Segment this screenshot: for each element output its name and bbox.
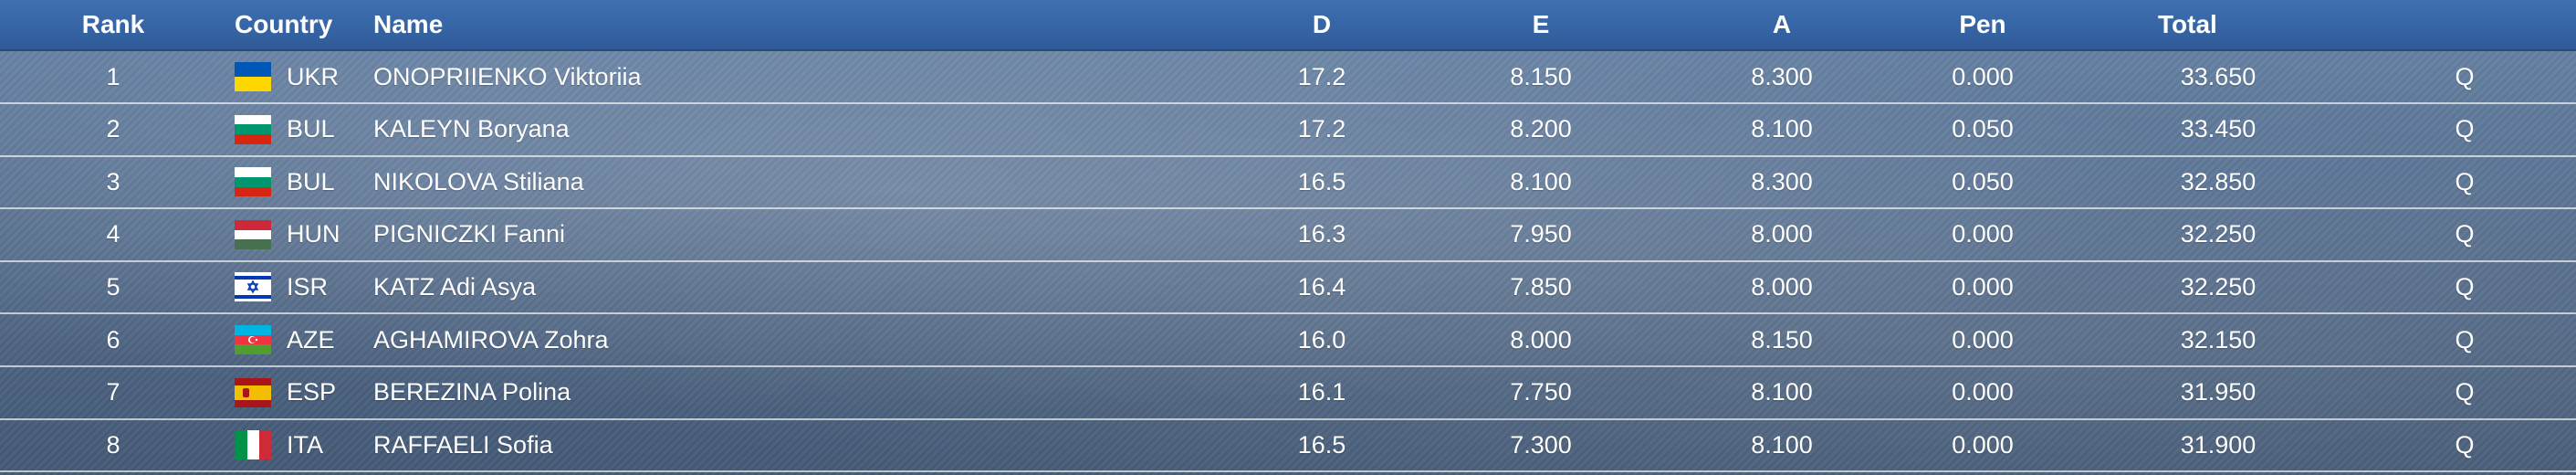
a-score: 8.300	[1751, 62, 1813, 90]
table-row[interactable]: 1 UKR ONOPRIIENKO Viktoriia 17.2 8.150 8.300 0…	[0, 51, 2576, 104]
table-row[interactable]: 6 AZE AGHAMIROVA Zohra 16.0 8.000 8.150 0.000 3…	[0, 314, 2576, 367]
qualified-badge: Q	[2455, 272, 2475, 301]
rank-cell: 1	[106, 62, 120, 90]
header-name[interactable]: Name	[373, 10, 444, 38]
azerbaijan-flag-icon	[235, 325, 271, 354]
d-score: 16.4	[1297, 272, 1346, 301]
a-score: 8.100	[1751, 115, 1813, 143]
rank-cell: 8	[106, 430, 120, 459]
total-score: 33.450	[2180, 115, 2257, 143]
italy-flag-icon	[235, 430, 271, 460]
country-cell: UKR	[287, 62, 340, 90]
a-score: 8.000	[1751, 272, 1813, 301]
penalty-score: 0.050	[1952, 167, 2014, 195]
table-row[interactable]: 7 ESP BEREZINA Polina 16.1 7.750 8.100 0.000 31…	[0, 367, 2576, 420]
bulgaria-flag-icon	[235, 167, 271, 197]
header-e[interactable]: E	[1532, 10, 1550, 38]
qualified-badge: Q	[2455, 115, 2475, 143]
total-score: 32.850	[2180, 167, 2257, 195]
country-cell: BUL	[287, 167, 335, 195]
country-cell: BUL	[287, 115, 335, 143]
total-score: 32.250	[2180, 220, 2257, 248]
a-score: 8.100	[1751, 378, 1813, 406]
penalty-score: 0.000	[1952, 272, 2014, 301]
e-score: 7.300	[1510, 430, 1572, 459]
d-score: 17.2	[1297, 62, 1346, 90]
header-total[interactable]: Total	[2158, 10, 2217, 38]
d-score: 16.0	[1297, 325, 1346, 354]
header-country[interactable]: Country	[235, 10, 333, 38]
athlete-name[interactable]: PIGNICZKI Fanni	[373, 220, 566, 248]
penalty-score: 0.000	[1952, 430, 2014, 459]
penalty-score: 0.000	[1952, 378, 2014, 406]
qualified-badge: Q	[2455, 325, 2475, 354]
athlete-name[interactable]: BEREZINA Polina	[373, 378, 571, 406]
athlete-name[interactable]: KALEYN Boryana	[373, 115, 570, 143]
e-score: 7.750	[1510, 378, 1572, 406]
rank-cell: 7	[106, 378, 120, 406]
bulgaria-flag-icon	[235, 114, 271, 144]
country-cell: AZE	[287, 325, 335, 354]
e-score: 7.950	[1510, 220, 1572, 248]
table-row[interactable]: 5 ISR KATZ Adi Asya 16.4 7.850 8.000 0.000 32.2…	[0, 261, 2576, 315]
table-row[interactable]: 2 BUL KALEYN Boryana 17.2 8.200 8.100 0.050 33.…	[0, 104, 2576, 157]
d-score: 16.1	[1297, 378, 1346, 406]
rank-cell: 6	[106, 325, 120, 354]
e-score: 8.000	[1510, 325, 1572, 354]
a-score: 8.100	[1751, 430, 1813, 459]
d-score: 17.2	[1297, 115, 1346, 143]
total-score: 33.650	[2180, 62, 2257, 90]
d-score: 16.5	[1297, 167, 1346, 195]
penalty-score: 0.000	[1952, 325, 2014, 354]
total-score: 32.250	[2180, 272, 2257, 301]
hungary-flag-icon	[235, 219, 271, 249]
athlete-name[interactable]: RAFFAELI Sofia	[373, 430, 553, 459]
e-score: 7.850	[1510, 272, 1572, 301]
a-score: 8.000	[1751, 220, 1813, 248]
qualified-badge: Q	[2455, 220, 2475, 248]
qualified-badge: Q	[2455, 378, 2475, 406]
total-score: 31.900	[2180, 430, 2257, 459]
table-header: Rank Country Name D E A Pen Total	[0, 0, 2576, 51]
d-score: 16.5	[1297, 430, 1346, 459]
qualified-badge: Q	[2455, 62, 2475, 90]
rank-cell: 2	[106, 115, 120, 143]
ukraine-flag-icon	[235, 62, 271, 91]
qualified-badge: Q	[2455, 430, 2475, 459]
penalty-score: 0.000	[1952, 220, 2014, 248]
athlete-name[interactable]: KATZ Adi Asya	[373, 272, 537, 301]
spain-flag-icon	[235, 377, 271, 407]
athlete-name[interactable]: ONOPRIIENKO Viktoriia	[373, 62, 642, 90]
a-score: 8.300	[1751, 167, 1813, 195]
rank-cell: 5	[106, 272, 120, 301]
table-row[interactable]: 3 BUL NIKOLOVA Stiliana 16.5 8.100 8.300 0.050…	[0, 156, 2576, 210]
header-pen[interactable]: Pen	[1959, 10, 2006, 38]
header-d[interactable]: D	[1312, 10, 1332, 38]
country-cell: ESP	[287, 378, 337, 406]
header-a[interactable]: A	[1772, 10, 1792, 38]
country-cell: ITA	[287, 430, 323, 459]
e-score: 8.100	[1510, 167, 1572, 195]
country-cell: HUN	[287, 220, 340, 248]
table-row[interactable]: 8 ITA RAFFAELI Sofia 16.5 7.300 8.100 0.000 31.…	[0, 419, 2576, 473]
header-rank[interactable]: Rank	[81, 10, 145, 38]
rank-cell: 3	[106, 167, 120, 195]
israel-flag-icon	[235, 272, 271, 302]
a-score: 8.150	[1751, 325, 1813, 354]
penalty-score: 0.000	[1952, 62, 2014, 90]
qualified-badge: Q	[2455, 167, 2475, 195]
athlete-name[interactable]: AGHAMIROVA Zohra	[373, 325, 609, 354]
penalty-score: 0.050	[1952, 115, 2014, 143]
total-score: 32.150	[2180, 325, 2257, 354]
e-score: 8.200	[1510, 115, 1572, 143]
d-score: 16.3	[1297, 220, 1346, 248]
athlete-name[interactable]: NIKOLOVA Stiliana	[373, 167, 584, 195]
rank-cell: 4	[106, 220, 120, 248]
country-cell: ISR	[287, 272, 329, 301]
e-score: 8.150	[1510, 62, 1572, 90]
table-row[interactable]: 4 HUN PIGNICZKI Fanni 16.3 7.950 8.000 0.000 32…	[0, 209, 2576, 262]
total-score: 31.950	[2180, 378, 2257, 406]
